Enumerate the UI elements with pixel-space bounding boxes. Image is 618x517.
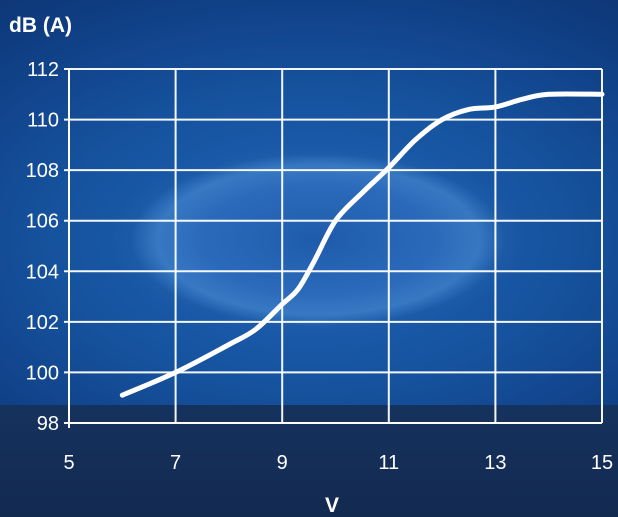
y-tick-label-2: 102: [26, 312, 59, 334]
x-tick-label-4: 13: [484, 452, 506, 474]
x-grid-lines: [68, 69, 603, 423]
y-tick-label-5: 108: [26, 160, 59, 182]
y-axis-title: dB (A): [9, 14, 72, 37]
x-tick-label-2: 9: [277, 452, 288, 474]
y-tick-label-4: 106: [26, 211, 59, 233]
y-tick-label-6: 110: [27, 110, 59, 132]
y-tick-label-0: 98: [37, 413, 59, 435]
y-tick-label-7: 112: [27, 59, 59, 81]
x-tick-label-3: 11: [378, 452, 399, 474]
x-axis-title: V: [325, 494, 339, 517]
y-tick-label-1: 100: [26, 362, 59, 384]
y-tick-label-3: 104: [26, 261, 59, 283]
x-tick-label-5: 15: [591, 452, 613, 474]
series-line: [119, 91, 605, 398]
x-tick-label-1: 7: [170, 452, 181, 474]
y-tick-labels: 98 100 102 104 106 108 110 112: [26, 59, 59, 435]
x-tick-labels: 5 7 9 11 13 15: [63, 452, 613, 474]
y-grid-lines: [64, 68, 602, 424]
x-tick-label-0: 5: [63, 452, 74, 474]
